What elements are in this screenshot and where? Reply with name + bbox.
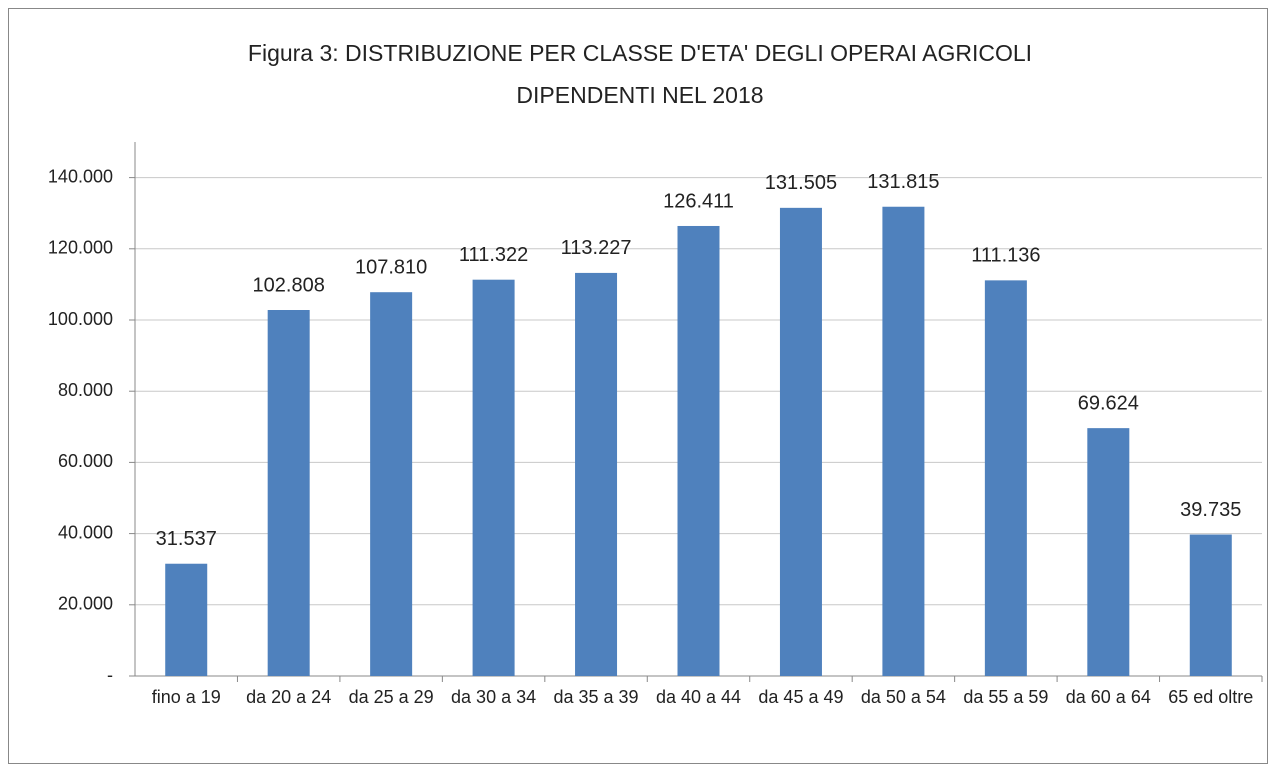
- bar: [472, 279, 515, 676]
- y-tick-label: -: [107, 665, 113, 685]
- x-tick-label: da 20 a 24: [246, 687, 332, 707]
- data-label: 126.411: [663, 190, 734, 212]
- bar: [165, 563, 208, 676]
- data-label: 31.537: [156, 528, 217, 550]
- y-tick-label: 20.000: [58, 594, 113, 614]
- bar: [370, 292, 413, 676]
- data-label: 113.227: [561, 237, 632, 259]
- data-label: 131.815: [867, 171, 939, 193]
- x-tick-label: da 45 a 49: [758, 687, 844, 707]
- x-tick-label: da 55 a 59: [963, 687, 1049, 707]
- data-label: 69.624: [1078, 392, 1139, 414]
- x-tick-label: da 35 a 39: [553, 687, 639, 707]
- bar: [1189, 534, 1232, 676]
- y-tick-label: 40.000: [58, 522, 113, 542]
- data-label: 131.505: [765, 172, 837, 194]
- x-tick-label: 65 ed oltre: [1168, 687, 1254, 707]
- y-tick-label: 120.000: [48, 238, 113, 258]
- y-tick-label: 140.000: [48, 166, 113, 186]
- data-label: 111.322: [459, 244, 528, 266]
- bar: [677, 225, 720, 676]
- bar: [267, 310, 310, 676]
- data-label: 111.136: [971, 245, 1040, 267]
- x-tick-label: da 60 a 64: [1065, 687, 1151, 707]
- x-tick-label: da 30 a 34: [451, 687, 537, 707]
- x-tick-label: fino a 19: [151, 687, 221, 707]
- data-label: 39.735: [1180, 499, 1241, 521]
- x-tick-label: da 40 a 44: [655, 687, 742, 707]
- bar: [882, 206, 925, 677]
- data-label: 102.808: [253, 274, 325, 296]
- y-tick-label: 60.000: [58, 451, 113, 471]
- bar: [1087, 428, 1130, 676]
- x-tick-label: da 25 a 29: [348, 687, 434, 707]
- chart-frame: [8, 8, 1268, 764]
- bar: [984, 280, 1027, 676]
- bar: [575, 272, 618, 676]
- chart-title: Figura 3: DISTRIBUZIONE PER CLASSE D'ETA…: [247, 40, 1033, 108]
- bar: [779, 207, 822, 676]
- x-tick-label: da 50 a 54: [860, 687, 946, 707]
- y-tick-label: 100.000: [48, 309, 113, 329]
- y-tick-label: 80.000: [58, 380, 113, 400]
- data-label: 107.810: [355, 256, 427, 278]
